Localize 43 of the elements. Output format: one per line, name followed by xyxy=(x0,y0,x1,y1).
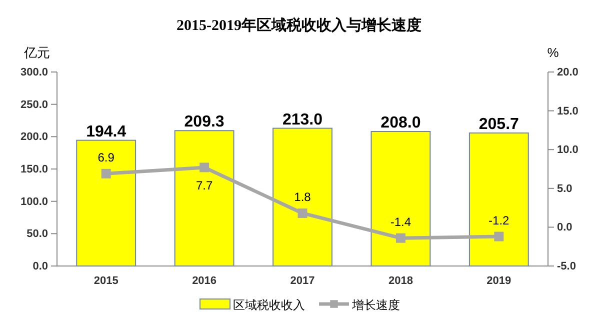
bar xyxy=(468,132,529,266)
x-tick-label: 2017 xyxy=(290,274,315,287)
data-label: 209.3 xyxy=(184,114,224,131)
data-label: 213.0 xyxy=(282,111,323,128)
y2-tick-label: 15.0 xyxy=(557,105,578,118)
chart-title: 2015-2019年区域税收收入与增长速度 xyxy=(176,16,422,34)
x-tick-label: 2018 xyxy=(388,274,413,287)
x-tick-label: 2016 xyxy=(192,274,217,287)
y-axis-title: 亿元 xyxy=(23,45,50,60)
point xyxy=(396,233,406,243)
data-label: 7.7 xyxy=(196,178,213,192)
bar xyxy=(272,128,332,266)
y2-tick-label: 20.0 xyxy=(557,66,578,79)
y2-tick-label: 0.0 xyxy=(557,222,572,234)
point xyxy=(101,168,111,178)
point xyxy=(494,232,504,242)
x-tick-label: 2015 xyxy=(94,274,118,287)
y-tick-label: 300.0 xyxy=(20,66,48,79)
data-label: -1.2 xyxy=(488,214,510,228)
data-label: 205.7 xyxy=(478,116,520,133)
data-label: 208.0 xyxy=(380,114,421,132)
data-label: 194.4 xyxy=(86,123,126,140)
y-tick-label: 150.0 xyxy=(20,164,48,176)
data-label: 1.8 xyxy=(294,190,312,204)
x-tick-label: 2019 xyxy=(486,274,512,287)
point xyxy=(298,208,308,218)
bar xyxy=(370,130,431,266)
y-tick-label: 250.0 xyxy=(20,98,48,111)
y-tick-label: 50.0 xyxy=(26,228,48,240)
point xyxy=(200,162,210,172)
y2-tick-label: 5.0 xyxy=(557,182,572,195)
y-tick-label: 100.0 xyxy=(20,196,48,208)
y2-tick-label: 10.0 xyxy=(557,144,578,156)
y2-tick-label: -5.0 xyxy=(557,260,576,273)
data-label: -1.4 xyxy=(390,215,412,230)
bar xyxy=(174,130,234,266)
y-tick-label: 0.0 xyxy=(32,260,48,273)
legend-label: 区域税收收入 xyxy=(233,298,305,312)
y-tick-label: 200.0 xyxy=(20,131,48,144)
data-label: 6.9 xyxy=(98,150,115,165)
legend-label: 增长速度 xyxy=(351,298,400,312)
bar xyxy=(76,140,136,266)
y2-axis-title: % xyxy=(547,45,560,60)
